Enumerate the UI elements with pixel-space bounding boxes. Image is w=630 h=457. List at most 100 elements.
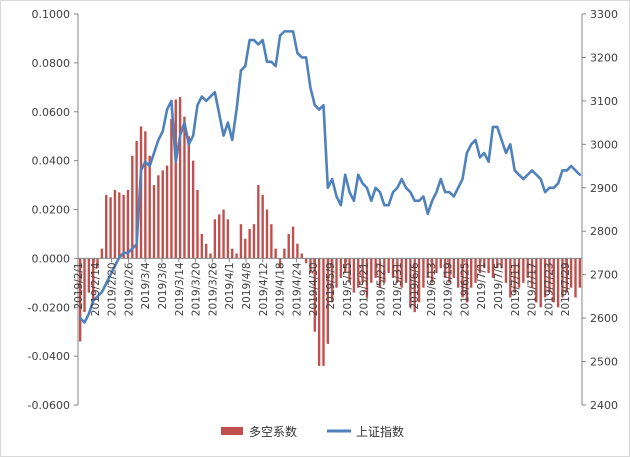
bar: [526, 258, 529, 278]
bar: [122, 194, 125, 259]
bar: [126, 189, 130, 259]
bar: [483, 258, 486, 269]
bar: [348, 258, 351, 283]
bar: [261, 194, 264, 259]
x-tick-label: 2019/4/24: [291, 262, 303, 316]
x-tick-label: 2019/3/26: [207, 262, 219, 316]
y-left-tick-label: 0.0800: [32, 57, 71, 70]
bar: [144, 131, 147, 259]
bar: [196, 189, 199, 259]
bar: [187, 136, 190, 259]
y-right-tick-label: 2900: [590, 182, 618, 195]
x-tick-label: 2019/7/23: [543, 262, 555, 316]
x-tick-label: 2019/7/17: [527, 262, 539, 316]
bar: [313, 258, 316, 332]
y-left-tick-label: -0.0200: [28, 301, 70, 314]
y-right-tick-label: 2800: [590, 225, 618, 238]
bar: [439, 258, 442, 269]
bar: [161, 170, 164, 259]
bar: [100, 248, 104, 259]
bar: [361, 258, 364, 283]
y-left-tick-label: 0.0000: [32, 252, 71, 265]
bar: [491, 258, 495, 278]
x-tick-label: 2019/4/30: [308, 262, 320, 316]
bar: [426, 258, 429, 278]
bar: [443, 258, 447, 278]
bar: [569, 258, 573, 288]
bar: [417, 258, 421, 303]
bar: [283, 248, 286, 259]
bar: [178, 97, 182, 259]
line-series-layer: [78, 30, 582, 324]
bar: [339, 258, 343, 278]
x-tick-label: 2019/2/26: [123, 262, 135, 316]
bar: [396, 258, 399, 283]
bar: [300, 253, 303, 259]
x-tick-label: 2019/4/8: [241, 262, 253, 309]
legend-label-line: 上证指数: [356, 424, 404, 439]
bar: [391, 258, 395, 278]
bar: [383, 258, 386, 283]
bar: [191, 160, 195, 259]
bar: [387, 258, 390, 274]
bar: [487, 258, 490, 274]
bar: [543, 258, 547, 298]
bar: [304, 258, 308, 264]
y-left-tick-label: 0.0600: [32, 106, 71, 119]
y-right-tick-label: 2600: [590, 312, 618, 325]
bar: [109, 197, 112, 259]
bar: [213, 219, 217, 259]
y-right-tick-label: 2700: [590, 269, 618, 282]
bar: [270, 224, 273, 259]
bar: [378, 258, 382, 288]
bar: [400, 258, 403, 288]
bar: [452, 258, 456, 278]
bar: [330, 258, 334, 303]
x-tick-label: 2019/6/13: [426, 262, 438, 316]
bar: [135, 141, 138, 259]
x-tick-label: 2019/2/1: [73, 262, 85, 309]
x-tick-label: 2019/7/29: [560, 262, 572, 316]
y-right-tick-label: 3200: [590, 51, 618, 64]
x-tick-label: 2019/6/25: [459, 262, 471, 316]
x-tick-label: 2019/2/14: [90, 262, 102, 316]
bar: [78, 258, 82, 342]
bar: [335, 258, 338, 288]
bar: [535, 258, 538, 303]
bar: [252, 224, 256, 259]
bar: [461, 258, 464, 298]
bar: [200, 233, 204, 259]
line-series-shanghai-index: [78, 30, 582, 324]
y-left-tick-label: 0.0200: [32, 204, 71, 217]
bar: [409, 258, 412, 308]
y-left-tick-label: 0.1000: [32, 8, 71, 21]
bar: [92, 258, 95, 303]
x-tick-label: 2019/7/1: [476, 262, 488, 309]
x-tick-label: 2019/3/14: [174, 262, 186, 316]
bar-series-layer: [78, 97, 582, 366]
bar: [456, 258, 460, 288]
y-left-tick-label: -0.0600: [28, 399, 70, 412]
bar: [105, 194, 108, 259]
bar: [509, 258, 512, 298]
bar: [561, 258, 564, 298]
bar: [317, 258, 321, 366]
legend[interactable]: 多空系数 上证指数: [221, 424, 404, 439]
bar: [239, 224, 243, 259]
bar: [565, 258, 568, 293]
bar: [148, 155, 151, 259]
x-tick-label: 2019/3/4: [140, 262, 152, 309]
bar: [478, 258, 482, 274]
x-tick-label: 2019/5/31: [392, 262, 404, 316]
legend-label-bar: 多空系数: [249, 424, 297, 439]
y-left-tick-label: 0.0400: [32, 155, 71, 168]
bar: [113, 189, 117, 259]
bar: [209, 253, 212, 259]
bar: [83, 258, 86, 313]
bar: [291, 226, 295, 259]
x-tick-label: 2019/6/6: [409, 262, 421, 309]
x-tick-label: 2019/3/8: [157, 262, 169, 309]
bar: [517, 258, 521, 288]
bar: [248, 229, 251, 259]
bar: [522, 258, 525, 283]
